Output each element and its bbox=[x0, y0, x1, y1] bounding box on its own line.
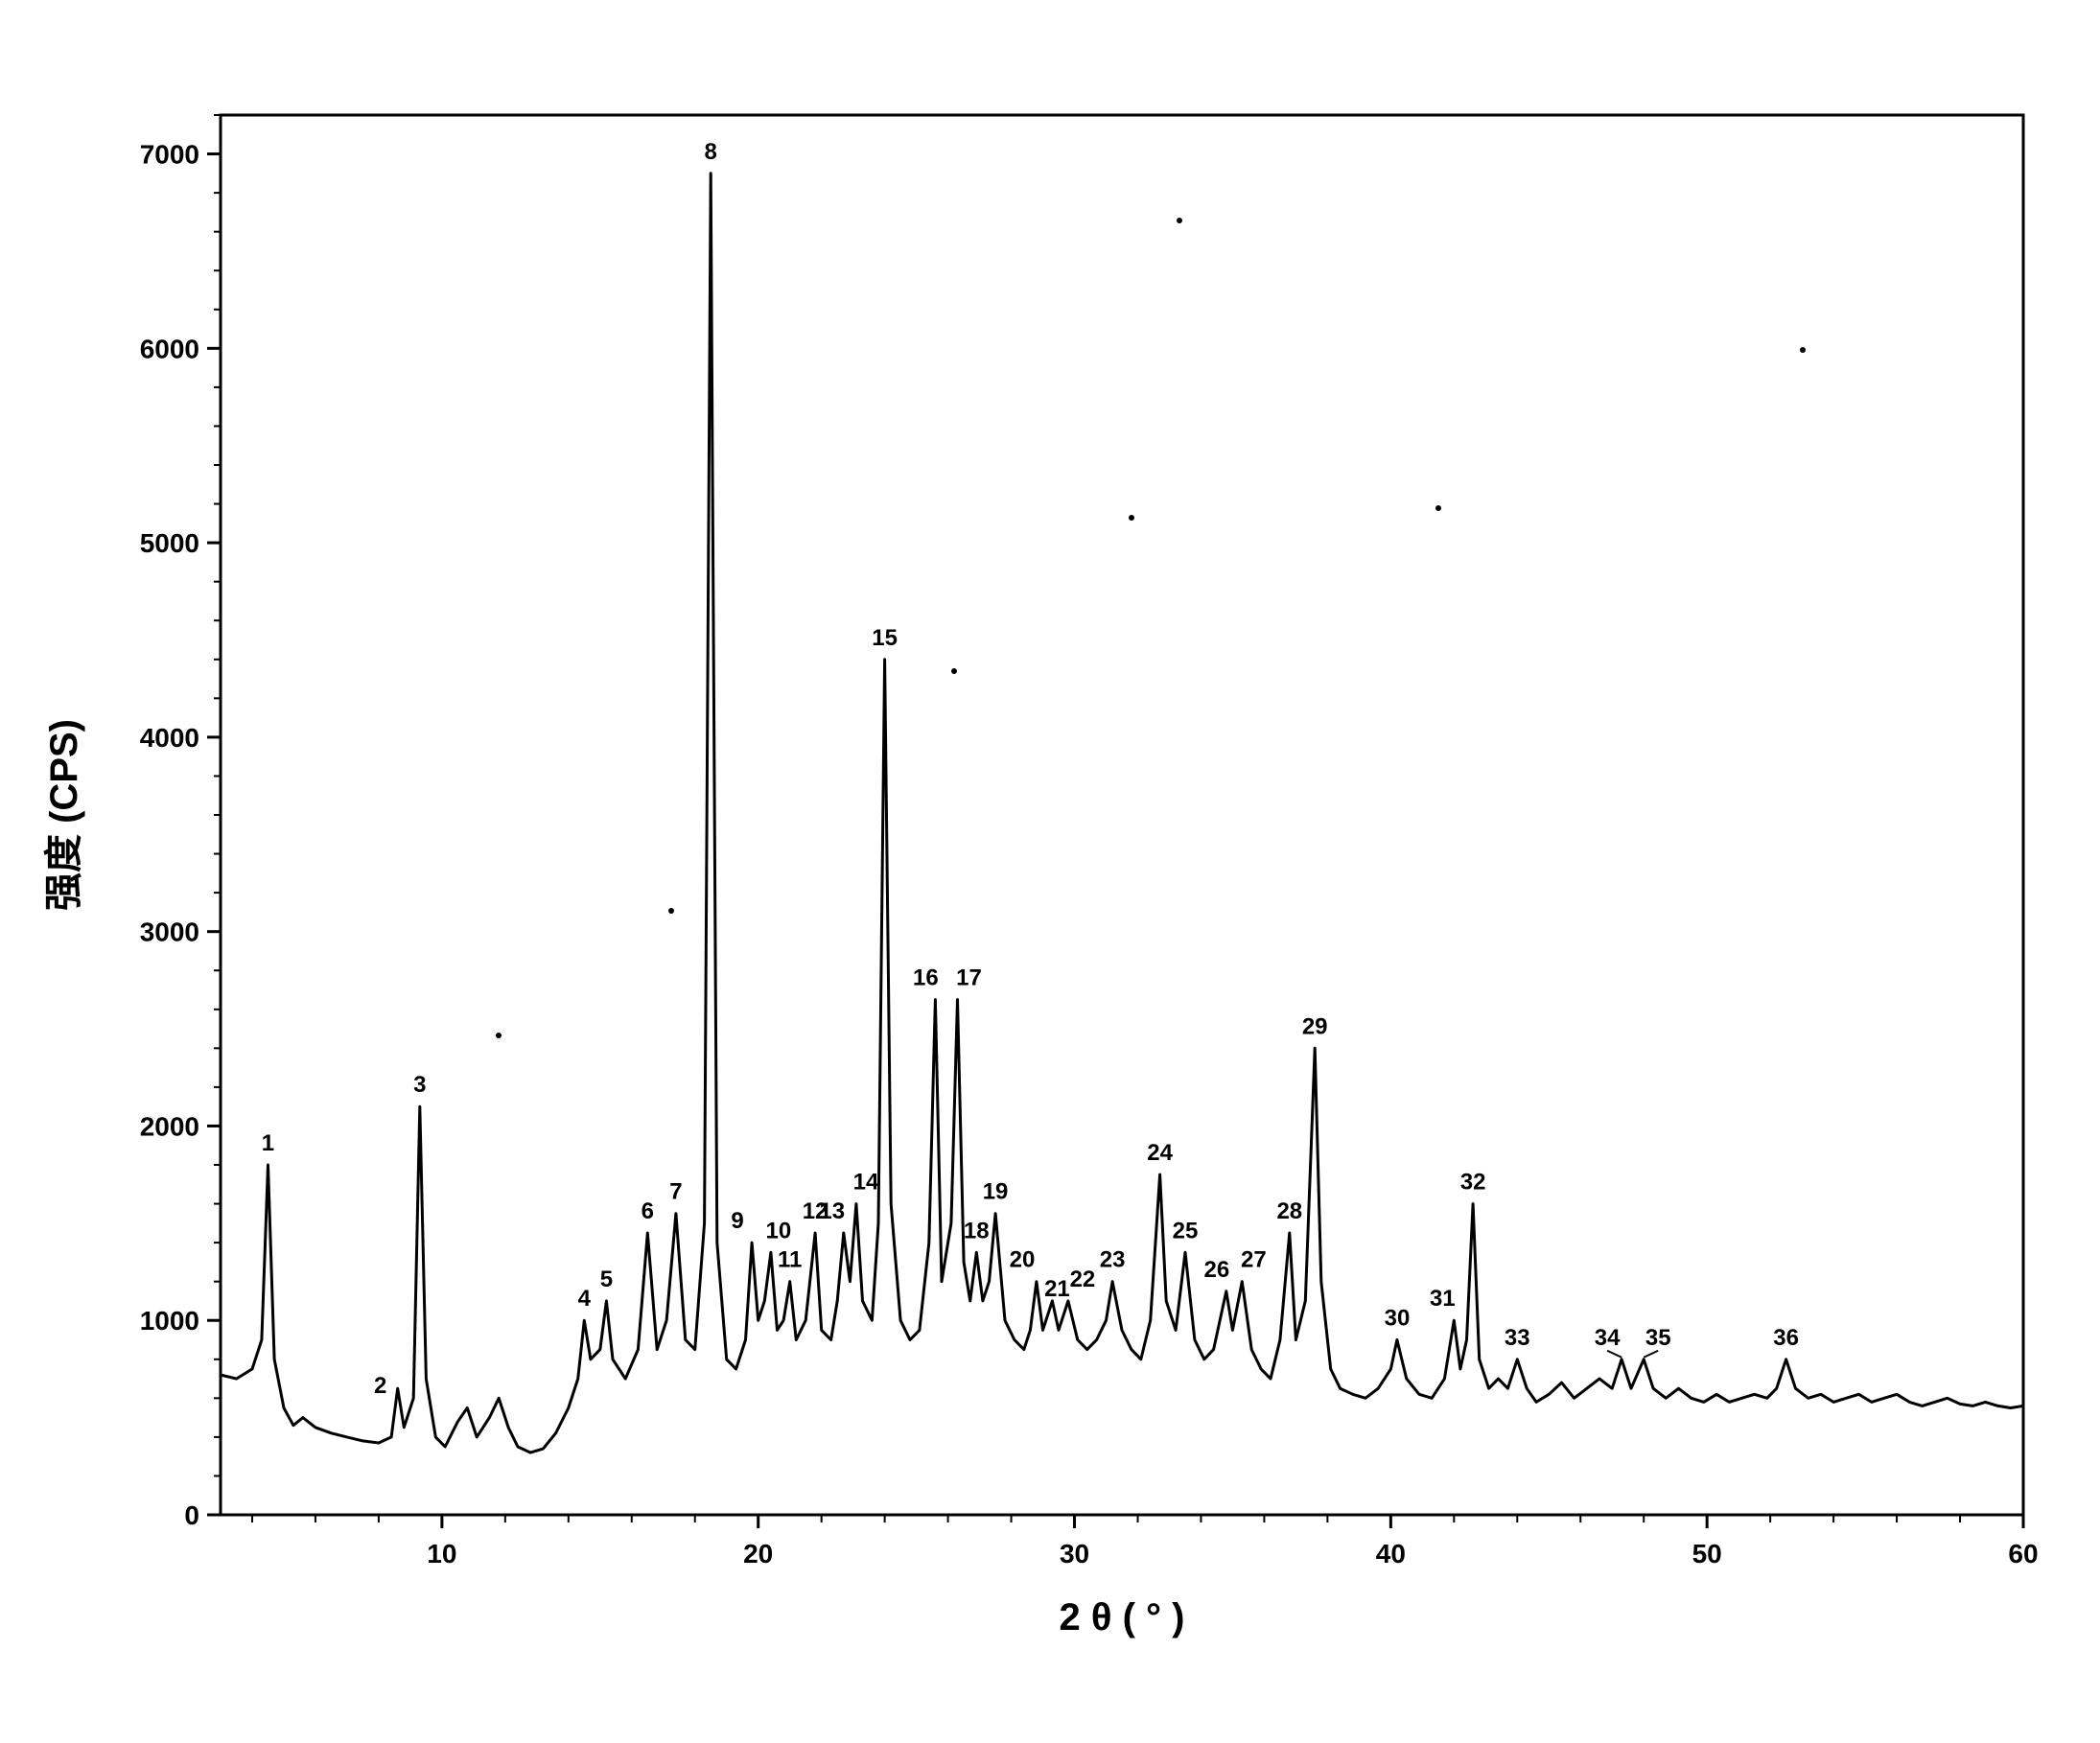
x-axis-label: 2 θ ( ° ) bbox=[1060, 1596, 1185, 1638]
peak-label: 21 bbox=[1044, 1276, 1070, 1302]
xrd-chart: 10 20 30 40 50 60 0 1000 2000 3000 4000 5000 6000 700… bbox=[0, 0, 2100, 1743]
peak-label: 34 bbox=[1595, 1325, 1621, 1351]
chart-svg: 10 20 30 40 50 60 0 1000 2000 3000 4000 5000 6000 700… bbox=[0, 0, 2100, 1743]
peak-label: 27 bbox=[1241, 1247, 1267, 1273]
y-tick-label: 1000 bbox=[140, 1306, 199, 1336]
peak-label: 36 bbox=[1773, 1325, 1799, 1351]
artifact-dot bbox=[668, 908, 674, 914]
x-tick-label: 10 bbox=[427, 1539, 456, 1569]
peak-label: 9 bbox=[731, 1208, 743, 1234]
y-tick-label: 7000 bbox=[140, 140, 199, 170]
artifact-dot bbox=[1800, 347, 1806, 353]
peak-label: 2 bbox=[374, 1373, 386, 1399]
peak-label: 5 bbox=[600, 1267, 613, 1292]
peak-label: 33 bbox=[1505, 1325, 1530, 1351]
peak-label: 24 bbox=[1147, 1140, 1173, 1166]
peak-label: 22 bbox=[1070, 1267, 1096, 1292]
peak-leader-line bbox=[1607, 1351, 1622, 1358]
peak-label: 4 bbox=[578, 1286, 592, 1312]
peak-label: 23 bbox=[1100, 1247, 1126, 1273]
x-tick-label: 50 bbox=[1692, 1539, 1722, 1569]
peak-label: 26 bbox=[1203, 1257, 1229, 1283]
peak-label: 18 bbox=[964, 1218, 990, 1243]
y-tick-label: 3000 bbox=[140, 918, 199, 947]
peak-label: 15 bbox=[872, 625, 898, 651]
peak-label: 16 bbox=[913, 965, 939, 991]
peak-label: 11 bbox=[778, 1247, 802, 1273]
peak-label: 6 bbox=[642, 1198, 654, 1224]
peak-label: 19 bbox=[983, 1179, 1009, 1205]
x-tick-label: 30 bbox=[1060, 1539, 1089, 1569]
x-tick-label: 20 bbox=[743, 1539, 773, 1569]
peak-label: 35 bbox=[1645, 1325, 1671, 1351]
peak-label: 32 bbox=[1460, 1170, 1486, 1196]
peak-label: 3 bbox=[413, 1072, 426, 1098]
peak-label: 29 bbox=[1302, 1013, 1328, 1039]
peak-label: 17 bbox=[956, 965, 982, 991]
artifact-dot bbox=[1177, 218, 1182, 223]
y-tick-label: 5000 bbox=[140, 528, 199, 558]
peak-label: 1 bbox=[262, 1130, 274, 1156]
artifact-dot bbox=[1129, 515, 1134, 521]
peak-label: 31 bbox=[1430, 1286, 1456, 1312]
peak-label: 8 bbox=[705, 139, 717, 165]
peak-label: 10 bbox=[766, 1218, 792, 1243]
artifact-dot bbox=[1435, 505, 1441, 511]
y-tick-label: 2000 bbox=[140, 1111, 199, 1141]
peak-label: 13 bbox=[819, 1198, 845, 1224]
peak-label: 20 bbox=[1010, 1247, 1036, 1273]
x-tick-label: 40 bbox=[1376, 1539, 1406, 1569]
x-tick-label: 60 bbox=[2008, 1539, 2038, 1569]
peak-label: 7 bbox=[669, 1179, 682, 1205]
y-tick-label: 6000 bbox=[140, 334, 199, 363]
y-tick-label: 0 bbox=[184, 1500, 199, 1530]
artifact-dot bbox=[951, 668, 957, 674]
peak-label: 28 bbox=[1276, 1198, 1302, 1224]
y-axis-label: 强度 (CPS) bbox=[43, 719, 85, 911]
peak-leader-line bbox=[1644, 1351, 1658, 1358]
y-tick-label: 4000 bbox=[140, 723, 199, 753]
artifact-dot bbox=[496, 1033, 502, 1038]
peak-label: 30 bbox=[1385, 1306, 1411, 1332]
peak-label: 25 bbox=[1173, 1218, 1199, 1243]
peak-label: 14 bbox=[853, 1170, 879, 1196]
